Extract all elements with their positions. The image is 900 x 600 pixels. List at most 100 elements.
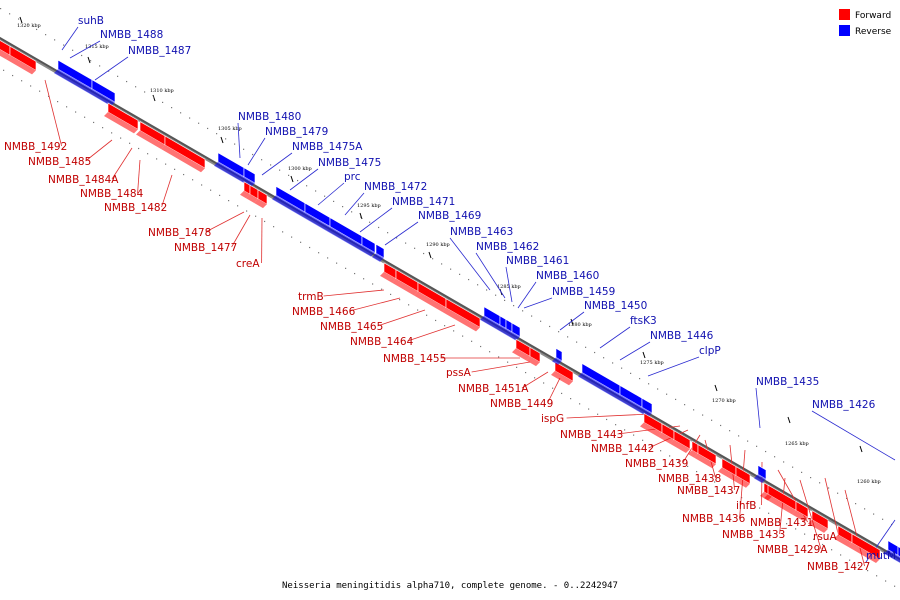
forward-gene-label[interactable]: pssA — [446, 367, 472, 379]
reverse-gene-label[interactable]: NMBB_1469 — [418, 210, 481, 222]
reverse-gene-label[interactable]: NMBB_1462 — [476, 241, 539, 253]
forward-gene-label[interactable]: NMBB_1443 — [560, 429, 623, 441]
tick-mark — [859, 445, 863, 453]
minor-tick — [66, 106, 68, 108]
forward-gene-label[interactable]: NMBB_1464 — [350, 336, 414, 348]
minor-tick — [612, 362, 614, 364]
minor-tick — [387, 232, 389, 234]
tick-mark — [570, 318, 574, 326]
forward-gene-label[interactable]: NMBB_1427 — [807, 561, 870, 573]
reverse-gene-label[interactable]: NMBB_1461 — [506, 255, 569, 267]
minor-tick — [558, 331, 560, 333]
forward-gene-label[interactable]: NMBB_1433 — [722, 529, 785, 541]
reverse-gene-label[interactable]: NMBB_1426 — [812, 399, 876, 411]
minor-tick — [54, 39, 56, 41]
forward-gene-label[interactable]: NMBB_1455 — [383, 353, 446, 365]
minor-tick — [711, 419, 713, 421]
minor-tick — [522, 310, 524, 312]
forward-gene-label[interactable]: NMBB_1442 — [591, 443, 654, 455]
tick-layer: 1320 kbp 1315 kbp 1310 kbp 1305 kbp 1300 kbp… — [0, 8, 896, 587]
leader-line — [682, 434, 701, 464]
forward-gene-label[interactable]: rsuA — [813, 531, 837, 543]
forward-gene-label[interactable]: NMBB_1429A — [757, 544, 828, 556]
tick-mark — [152, 94, 156, 102]
minor-tick — [498, 356, 500, 358]
forward-gene-label[interactable]: NMBB_1477 — [174, 242, 237, 254]
forward-gene-label[interactable]: NMBB_1492 — [4, 141, 67, 153]
forward-gene-label[interactable]: NMBB_1451A — [458, 383, 529, 395]
reverse-gene-label[interactable]: NMBB_1471 — [392, 196, 455, 208]
minor-tick — [666, 393, 668, 395]
leader-line — [205, 211, 245, 233]
gene-block-shadow — [246, 194, 258, 203]
tick-label: 1315 kbp — [85, 44, 109, 50]
forward-gene-label[interactable]: ispG — [541, 413, 564, 425]
minor-tick — [234, 143, 236, 145]
forward-gene-label[interactable]: NMBB_1466 — [292, 306, 356, 318]
minor-tick — [342, 206, 344, 208]
minor-tick — [435, 319, 437, 322]
gene-block-shadow — [552, 357, 562, 365]
forward-gene-label[interactable]: NMBB_1484 — [80, 188, 144, 200]
reverse-gene-label[interactable]: NMBB_1475A — [292, 141, 363, 153]
tick-mark — [19, 16, 23, 24]
forward-gene-label[interactable]: NMBB_1449 — [490, 398, 553, 410]
minor-tick — [183, 173, 185, 176]
leader-line — [61, 26, 79, 51]
reverse-gene-label[interactable]: NMBB_1460 — [536, 270, 599, 282]
forward-gene-label[interactable]: NMBB_1436 — [682, 513, 746, 525]
gene-label-layer: NMBB_1492 NMBB_1485 NMBB_1484A NMBB_1484 NMB… — [4, 15, 896, 573]
minor-tick — [714, 481, 716, 483]
minor-tick — [405, 242, 407, 244]
minor-tick — [360, 216, 362, 218]
gene-block-shadow — [834, 534, 852, 547]
forward-gene-label[interactable]: NMBB_1478 — [148, 227, 211, 239]
gene-block-shadow — [732, 475, 750, 488]
reverse-gene-label[interactable]: suhB — [78, 15, 104, 27]
minor-tick — [738, 435, 740, 437]
reverse-gene-label[interactable]: NMBB_1459 — [552, 286, 615, 298]
minor-tick — [552, 387, 554, 389]
reverse-gene-label[interactable]: NMBB_1450 — [584, 300, 647, 312]
minor-tick — [144, 91, 146, 93]
reverse-gene-label[interactable]: NMBB_1475 — [318, 157, 381, 169]
minor-tick — [837, 492, 839, 494]
reverse-gene-label[interactable]: NMBB_1488 — [100, 29, 163, 41]
minor-tick — [381, 288, 383, 290]
reverse-gene-label[interactable]: NMBB_1479 — [265, 126, 328, 138]
minor-tick — [444, 325, 446, 327]
forward-gene-label[interactable]: NMBB_1485 — [28, 156, 91, 168]
reverse-gene-label[interactable]: mutM — [866, 550, 896, 562]
minor-tick — [153, 96, 155, 98]
forward-gene-label[interactable]: NMBB_1438 — [658, 473, 721, 485]
leader-line-layer — [44, 26, 896, 567]
leader-line — [505, 266, 513, 303]
forward-gene-label[interactable]: NMBB_1482 — [104, 202, 167, 214]
reverse-gene-label[interactable]: prc — [344, 171, 361, 183]
forward-gene-label[interactable]: trmB — [298, 291, 324, 303]
reverse-gene-label[interactable]: clpP — [699, 345, 721, 357]
reverse-gene-label[interactable]: ftsK3 — [630, 315, 657, 327]
reverse-gene-label[interactable]: NMBB_1487 — [128, 45, 191, 57]
forward-gene-label[interactable]: NMBB_1484A — [48, 174, 119, 186]
forward-gene-label[interactable]: NMBB_1431 — [750, 517, 813, 529]
minor-tick — [489, 351, 491, 353]
forward-gene-label[interactable]: NMBB_1437 — [677, 485, 740, 497]
minor-tick — [309, 246, 311, 249]
reverse-gene-label[interactable]: NMBB_1463 — [450, 226, 513, 238]
gene-block-shadow — [808, 519, 828, 533]
reverse-gene-label[interactable]: NMBB_1472 — [364, 181, 427, 193]
forward-gene-label[interactable]: creA — [236, 258, 260, 270]
reverse-gene-label[interactable]: NMBB_1446 — [650, 330, 714, 342]
minor-tick — [210, 189, 212, 191]
forward-gene-label[interactable]: NMBB_1439 — [625, 458, 688, 470]
minor-tick — [27, 23, 29, 25]
minor-tick — [534, 377, 536, 379]
gene-block-shadow — [512, 348, 530, 361]
forward-gene-label[interactable]: NMBB_1465 — [320, 321, 383, 333]
forward-gene-label[interactable]: ihfB — [736, 500, 756, 512]
reverse-gene-label[interactable]: NMBB_1435 — [756, 376, 819, 388]
minor-tick — [246, 210, 248, 212]
reverse-gene-label[interactable]: NMBB_1480 — [238, 111, 301, 123]
leader-line — [231, 214, 251, 248]
